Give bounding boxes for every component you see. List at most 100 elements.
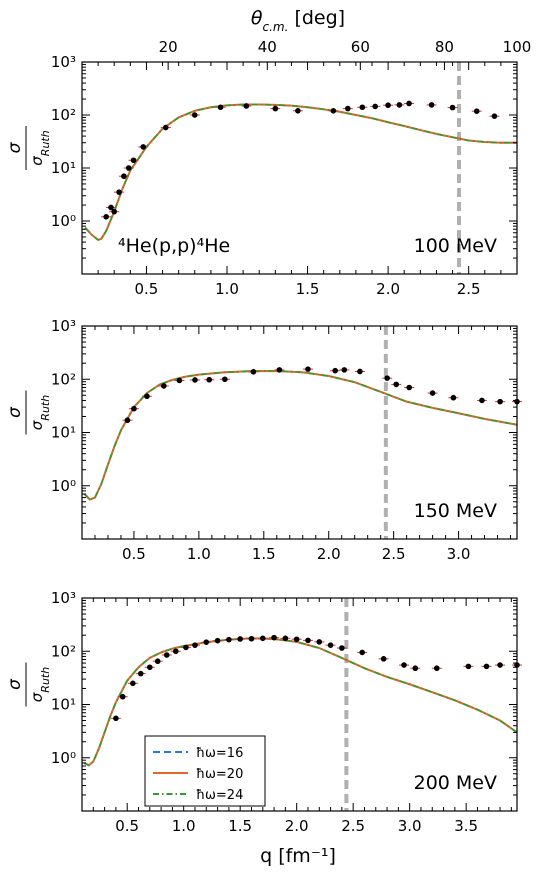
y-label-numerator: σ [5,678,25,690]
data-point [177,378,183,384]
data-point [484,664,490,670]
data-point [206,377,212,383]
data-point [164,652,170,658]
data-point [339,645,345,651]
x-ticks: 0.5 1.0 1.5 2.0 2.5 20 40 60 80 100 [82,38,531,298]
data-point [359,650,365,656]
data-point [413,665,419,671]
panel-150mev: 0.5 1.0 1.5 2.0 2.5 3.010⁰10¹10²10³150 MeV [51,317,522,563]
data-point [111,209,117,215]
y-tick-label: 10⁰ [51,212,76,230]
data-point [450,105,456,111]
energy-label: 150 MeV [414,500,497,522]
x-tick-label: 1.5 [228,817,252,835]
legend-label: ħω=20 [196,767,243,782]
data-point [294,636,300,642]
legend-label: ħω=16 [196,746,243,761]
data-point [260,636,266,642]
data-point [144,393,150,399]
data-point [215,638,221,644]
curve-hw24 [85,104,517,239]
data-point [163,125,169,131]
x-axis-title: q [fm⁻¹] [260,845,336,867]
x-ticks: 0.5 1.0 1.5 2.0 2.5 3.0 [82,326,511,563]
y-tick-label: 10³ [51,589,76,607]
data-point [360,104,366,110]
x-tick-label: 0.5 [115,817,139,835]
data-point [192,642,198,648]
data-point [271,635,277,641]
data-point [251,369,257,375]
theory-curves [85,104,517,239]
data-point [401,662,407,668]
data-point [130,681,136,687]
y-tick-label: 10⁰ [51,749,76,767]
data-point [140,144,146,150]
data-point [237,636,243,642]
top-tick-label: 40 [258,38,277,56]
data-point [116,189,122,195]
data-point [277,367,283,373]
data-point [451,395,457,401]
x-tick-label: 2.5 [457,280,481,298]
y-tick-label: 10¹ [51,159,76,177]
data-point [372,104,378,110]
data-point [283,636,289,642]
top-tick-label: 100 [503,38,532,56]
data-point [113,716,119,722]
data-point [406,385,412,391]
x-tick-label: 0.5 [135,280,159,298]
data-point [397,102,403,108]
y-label-denominator: σRuth [28,130,52,165]
data-point [173,648,179,654]
data-point [131,406,137,412]
data-point [341,367,347,373]
x-tick-label: 1.5 [296,280,320,298]
x-tick-label: 2.5 [341,817,365,835]
data-point [244,103,250,109]
data-point [305,638,311,644]
y-tick-label: 10³ [51,53,76,71]
top-tick-label: 60 [351,38,370,56]
curve-hw20 [85,371,517,500]
data-point [138,671,144,677]
data-point [126,165,132,171]
data-point [429,102,435,108]
data-point [381,656,387,662]
y-tick-label: 10¹ [51,696,76,714]
y-label-denominator: σRuth [28,667,52,702]
y-label-denominator: σRuth [28,395,52,430]
data-point [328,642,334,648]
data-point [155,658,161,664]
data-point [203,639,209,645]
data-point [273,106,279,112]
top-tick-label: 20 [159,38,178,56]
energy-label: 100 MeV [414,235,497,257]
data-point [434,665,440,671]
data-point [120,694,126,700]
data-point [316,639,322,645]
data-point [161,383,167,389]
top-axis-title: θc.m. [deg] [251,7,345,34]
data-point [226,637,232,643]
x-tick-label: 3.5 [454,817,478,835]
y-tick-label: 10³ [51,317,76,335]
data-point [218,104,224,110]
y-label-numerator: σ [5,406,25,418]
data-point [183,645,189,651]
panel-200mev: 0.5 1.0 1.5 2.0 2.5 3.0 3.510⁰10¹10²10³200 MeV [51,589,522,835]
x-tick-label: 3.0 [398,817,422,835]
energy-label: 200 MeV [414,772,497,794]
data-point [357,369,363,375]
x-tick-label: 2.5 [382,545,406,563]
data-point [406,101,412,107]
data-point [332,368,338,374]
x-tick-label: 1.5 [252,545,276,563]
data-point [295,108,301,114]
data-point [103,214,109,220]
data-point [125,417,131,423]
reaction-label: ⁴He(p,p)⁴He [118,235,230,257]
